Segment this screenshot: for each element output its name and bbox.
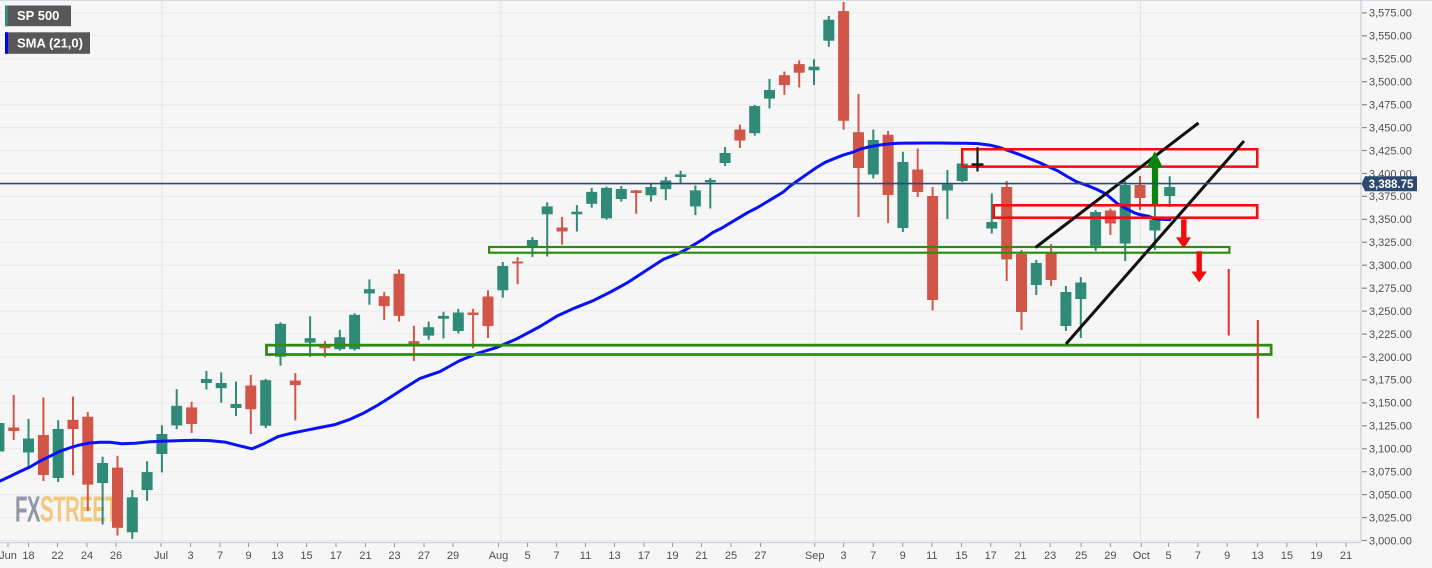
svg-text:21: 21 xyxy=(695,550,707,562)
svg-text:15: 15 xyxy=(955,550,967,562)
svg-text:11: 11 xyxy=(926,550,937,562)
svg-text:23: 23 xyxy=(388,550,400,562)
svg-text:7: 7 xyxy=(553,550,559,562)
svg-text:3,375.00: 3,375.00 xyxy=(1369,191,1412,203)
svg-text:21: 21 xyxy=(359,550,371,562)
svg-text:11: 11 xyxy=(580,550,591,562)
svg-text:SMA (21,0): SMA (21,0) xyxy=(17,35,83,50)
svg-text:9: 9 xyxy=(1224,550,1230,562)
svg-text:18: 18 xyxy=(22,550,34,562)
svg-text:13: 13 xyxy=(608,550,620,562)
svg-text:3,075.00: 3,075.00 xyxy=(1369,467,1412,479)
svg-text:7: 7 xyxy=(1195,550,1201,562)
svg-text:15: 15 xyxy=(300,550,312,562)
svg-text:23: 23 xyxy=(1044,550,1056,562)
svg-text:3,450.00: 3,450.00 xyxy=(1369,122,1412,134)
svg-text:Aug: Aug xyxy=(489,550,509,562)
svg-text:3,025.00: 3,025.00 xyxy=(1369,512,1412,524)
svg-text:3,225.00: 3,225.00 xyxy=(1369,329,1412,341)
svg-text:3,388.75: 3,388.75 xyxy=(1369,179,1414,191)
svg-text:24: 24 xyxy=(81,550,93,562)
svg-text:21: 21 xyxy=(1014,550,1026,562)
svg-text:FXSTREET: FXSTREET xyxy=(15,489,118,530)
svg-text:15: 15 xyxy=(1281,550,1293,562)
svg-text:17: 17 xyxy=(985,550,997,562)
svg-text:Sep: Sep xyxy=(805,550,825,562)
svg-text:3,175.00: 3,175.00 xyxy=(1369,375,1412,387)
svg-text:Jun: Jun xyxy=(0,550,17,562)
svg-text:19: 19 xyxy=(1310,550,1322,562)
svg-text:26: 26 xyxy=(110,550,122,562)
svg-text:3,550.00: 3,550.00 xyxy=(1369,31,1412,43)
svg-text:3,475.00: 3,475.00 xyxy=(1369,100,1412,112)
svg-text:9: 9 xyxy=(245,550,251,562)
svg-text:3: 3 xyxy=(187,550,193,562)
svg-text:3,000.00: 3,000.00 xyxy=(1369,535,1412,547)
svg-text:3,100.00: 3,100.00 xyxy=(1369,444,1412,456)
svg-text:3,200.00: 3,200.00 xyxy=(1369,352,1412,364)
svg-text:3,525.00: 3,525.00 xyxy=(1369,54,1412,66)
svg-text:25: 25 xyxy=(1075,550,1087,562)
svg-text:Jul: Jul xyxy=(154,550,168,562)
svg-text:3,300.00: 3,300.00 xyxy=(1369,260,1412,272)
svg-text:13: 13 xyxy=(271,550,283,562)
svg-text:9: 9 xyxy=(900,550,906,562)
svg-text:3,425.00: 3,425.00 xyxy=(1369,145,1412,157)
svg-text:3,150.00: 3,150.00 xyxy=(1369,398,1412,410)
svg-text:25: 25 xyxy=(725,550,737,562)
svg-text:SP 500: SP 500 xyxy=(17,8,59,23)
svg-text:3,275.00: 3,275.00 xyxy=(1369,283,1412,295)
svg-text:3,575.00: 3,575.00 xyxy=(1369,8,1412,20)
svg-text:3,325.00: 3,325.00 xyxy=(1369,237,1412,249)
svg-text:7: 7 xyxy=(217,550,223,562)
svg-text:27: 27 xyxy=(754,550,766,562)
svg-text:3,350.00: 3,350.00 xyxy=(1369,214,1412,226)
svg-text:17: 17 xyxy=(638,550,650,562)
svg-text:27: 27 xyxy=(418,550,430,562)
svg-text:13: 13 xyxy=(1251,550,1263,562)
svg-text:3,050.00: 3,050.00 xyxy=(1369,489,1412,501)
svg-text:3: 3 xyxy=(841,550,847,562)
svg-text:7: 7 xyxy=(870,550,876,562)
svg-text:29: 29 xyxy=(1104,550,1116,562)
svg-text:3,250.00: 3,250.00 xyxy=(1369,306,1412,318)
svg-text:29: 29 xyxy=(447,550,459,562)
svg-text:5: 5 xyxy=(1166,550,1172,562)
svg-text:22: 22 xyxy=(51,550,63,562)
svg-text:21: 21 xyxy=(1340,550,1352,562)
svg-text:3,500.00: 3,500.00 xyxy=(1369,77,1412,89)
svg-text:17: 17 xyxy=(330,550,342,562)
svg-text:5: 5 xyxy=(524,550,530,562)
svg-text:3,125.00: 3,125.00 xyxy=(1369,421,1412,433)
svg-text:19: 19 xyxy=(666,550,678,562)
svg-text:Oct: Oct xyxy=(1133,550,1150,562)
